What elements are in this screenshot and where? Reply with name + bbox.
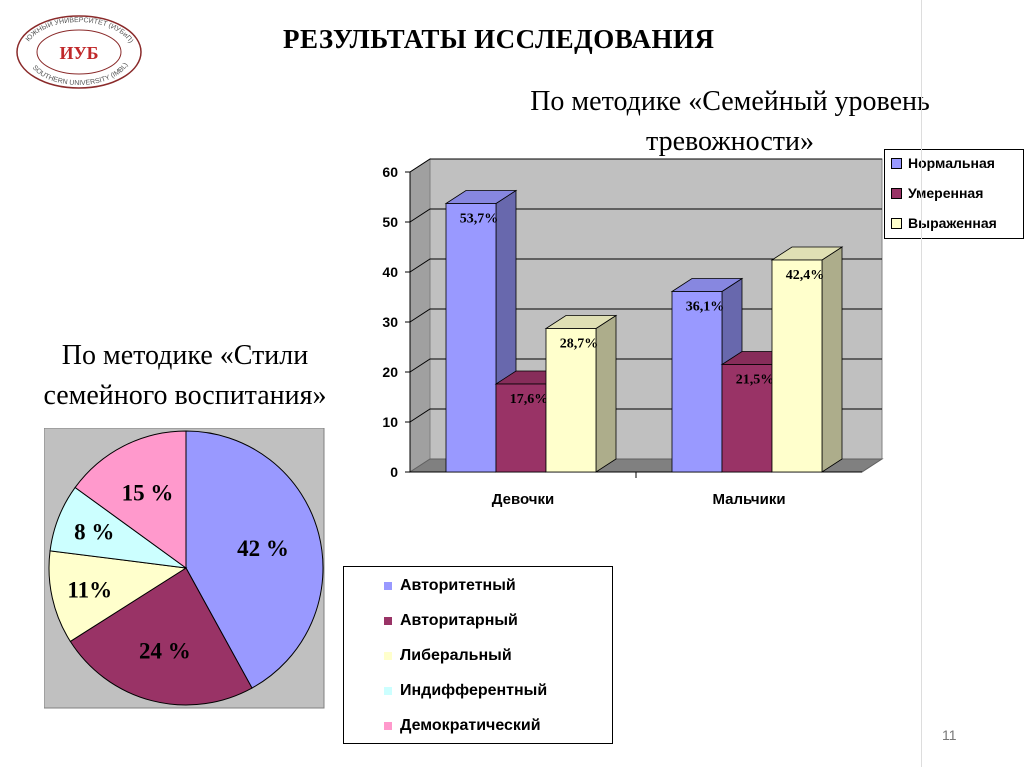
pie-data-label: 24 % xyxy=(139,638,191,663)
bar-data-label: 28,7% xyxy=(560,337,599,352)
pie-slice-authoritarian xyxy=(69,567,253,706)
legend-item-expressed: Выраженная xyxy=(891,212,997,234)
page-number: 11 xyxy=(942,727,957,743)
legend-item-moderate: Умеренная xyxy=(891,182,983,204)
page-title: РЕЗУЛЬТАТЫ ИССЛЕДОВАНИЯ xyxy=(283,24,715,54)
legend-item-democratic: Демократический xyxy=(384,715,541,737)
svg-text:ЮЖНЫЙ УНИВЕРСИТЕТ (ИУБиП): ЮЖНЫЙ УНИВЕРСИТЕТ (ИУБиП) xyxy=(25,17,134,45)
x-category-label: Девочки xyxy=(492,491,554,508)
pie-data-label: 8 % xyxy=(74,520,114,545)
bar-data-label: 36,1% xyxy=(686,300,725,315)
bar-data-label: 17,6% xyxy=(510,392,549,407)
gridline xyxy=(409,158,882,173)
pie-slice-authoritative xyxy=(185,430,324,689)
y-tick-label: 40 xyxy=(382,264,398,280)
bar-data-label: 42,4% xyxy=(786,268,825,283)
y-tick-label: 60 xyxy=(382,164,398,180)
bar-data-label: 53,7% xyxy=(460,212,499,227)
y-tick-label: 10 xyxy=(382,414,398,430)
bar-chart-caption: По методике «Семейный уровень тревожност… xyxy=(530,86,930,157)
y-tick-label: 50 xyxy=(382,214,398,230)
legend-item-authoritarian: Авторитарный xyxy=(384,610,518,632)
logo-mark: ИУБ xyxy=(59,43,98,63)
legend-item-normal: Нормальная xyxy=(891,152,995,174)
legend-item-authoritative: Авторитетный xyxy=(384,575,516,597)
pie-chart-legend: Авторитетный Авторитарный Либеральный Ин… xyxy=(343,566,613,744)
pie-data-label: 42 % xyxy=(237,536,289,561)
legend-item-indifferent: Индифферентный xyxy=(384,680,547,702)
university-logo: ЮЖНЫЙ УНИВЕРСИТЕТ (ИУБиП) SOUTHERN UNIVE… xyxy=(16,15,142,89)
bar-expressed-1 xyxy=(770,246,844,473)
y-tick-label: 20 xyxy=(382,364,398,380)
bar-data-label: 21,5% xyxy=(736,373,775,388)
x-category-label: Мальчики xyxy=(712,491,785,508)
bar-expressed-0 xyxy=(544,314,618,473)
pie-slice-democratic xyxy=(74,430,187,569)
bar-chart-legend: Нормальная Умеренная Выраженная xyxy=(884,149,1024,239)
pie-slice-liberal xyxy=(48,550,188,643)
pie-data-label: 11% xyxy=(67,578,112,603)
legend-item-liberal: Либеральный xyxy=(384,645,512,667)
gridline xyxy=(409,258,882,273)
y-tick-label: 0 xyxy=(390,464,398,480)
slide-divider-line xyxy=(921,0,922,767)
pie-chart-caption: По методике «Стили семейного воспитания» xyxy=(43,340,327,411)
bar-chart: 0 10 20 30 40 50 60 53,7% 17,6% 28,7% Девочки 36,1%… xyxy=(382,158,884,508)
pie-chart: 42 % 24 % 11% 8 % 15 % xyxy=(44,428,325,709)
y-tick-label: 30 xyxy=(382,314,398,330)
pie-data-label: 15 % xyxy=(122,480,174,505)
gridline xyxy=(409,208,882,223)
